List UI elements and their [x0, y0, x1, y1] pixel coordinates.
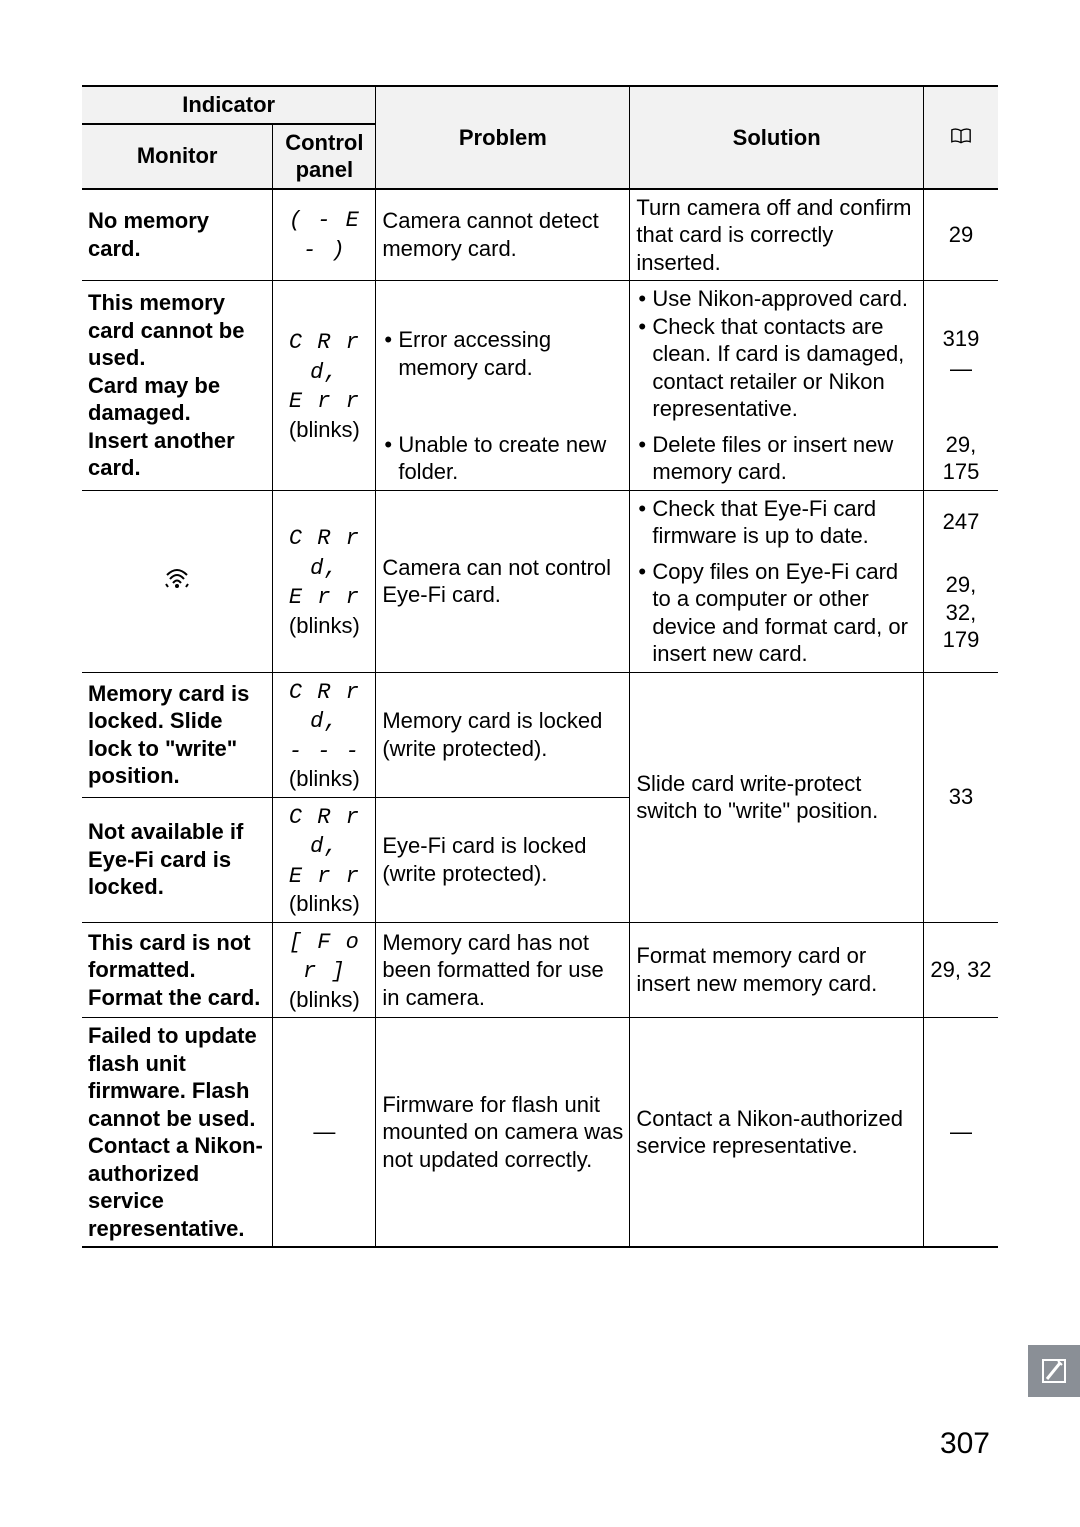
header-problem: Problem: [376, 86, 630, 189]
solution-cell: Slide card write-protect switch to "writ…: [630, 672, 924, 922]
header-monitor: Monitor: [82, 124, 273, 189]
page-cell: —: [923, 1018, 998, 1248]
header-page-icon: [923, 86, 998, 189]
table-row: This card is not formatted. Format the c…: [82, 922, 998, 1018]
control-cell: C R r d, E r r (blinks): [273, 797, 376, 922]
problem-cell: Camera can not control Eye-Fi card.: [376, 490, 630, 672]
header-solution: Solution: [630, 86, 924, 189]
problem-cell: Eye-Fi card is locked (write protected).: [376, 797, 630, 922]
solution-cell: Turn camera off and confirm that card is…: [630, 189, 924, 281]
monitor-cell: No memory card.: [82, 189, 273, 281]
header-control-l2: panel: [296, 157, 353, 182]
control-cell: [ F o r ] (blinks): [273, 922, 376, 1018]
page-cell: 29: [923, 189, 998, 281]
page-number: 307: [940, 1427, 990, 1461]
page-cell: 29, 32, 179: [923, 554, 998, 673]
problem-cell: Memory card has not been formatted for u…: [376, 922, 630, 1018]
problem-cell: Firmware for flash unit mounted on camer…: [376, 1018, 630, 1248]
table-row: No memory card. ( - E - ) Camera cannot …: [82, 189, 998, 281]
solution-cell: Format memory card or insert new memory …: [630, 922, 924, 1018]
table-row: C R r d, E r r (blinks) Camera can not c…: [82, 490, 998, 554]
problem-cell: Unable to create new folder.: [376, 427, 630, 491]
control-cell: —: [273, 1018, 376, 1248]
header-control-panel: Control panel: [273, 124, 376, 189]
solution-cell: Check that Eye-Fi card firmware is up to…: [630, 490, 924, 554]
solution-cell: Copy files on Eye-Fi card to a computer …: [630, 554, 924, 673]
monitor-cell: Failed to update flash unit firmware. Fl…: [82, 1018, 273, 1248]
table-row: This memory card cannot be used. Card ma…: [82, 281, 998, 427]
monitor-cell: Not available if Eye-Fi card is locked.: [82, 797, 273, 922]
header-control-l1: Control: [285, 130, 363, 155]
monitor-cell: This memory card cannot be used. Card ma…: [82, 281, 273, 491]
problem-cell: Error accessing memory card.: [376, 281, 630, 427]
note-icon: [1040, 1357, 1068, 1385]
book-icon: [950, 124, 972, 140]
control-cell: C R r d, - - - (blinks): [273, 672, 376, 797]
problem-cell: Camera cannot detect memory card.: [376, 189, 630, 281]
control-cell: C R r d, E r r (blinks): [273, 490, 376, 672]
problem-cell: Memory card is locked (write protected).: [376, 672, 630, 797]
table-row: Memory card is locked. Slide lock to "wr…: [82, 672, 998, 797]
solution-cell: Use Nikon-approved card. Check that cont…: [630, 281, 924, 427]
monitor-cell: [82, 490, 273, 672]
error-table: Indicator Problem Solution Monitor Contr…: [82, 85, 998, 1248]
page-cell: 29, 175: [923, 427, 998, 491]
section-tab: [1028, 1345, 1080, 1397]
monitor-cell: Memory card is locked. Slide lock to "wr…: [82, 672, 273, 797]
page-cell: 33: [923, 672, 998, 922]
solution-cell: Contact a Nikon-authorized service repre…: [630, 1018, 924, 1248]
page-cell: 29, 32: [923, 922, 998, 1018]
solution-cell: Delete files or insert new memory card.: [630, 427, 924, 491]
eyefi-icon: [164, 567, 190, 589]
header-indicator: Indicator: [82, 86, 376, 124]
table-row: Failed to update flash unit firmware. Fl…: [82, 1018, 998, 1248]
page-cell: 319 —: [923, 281, 998, 427]
monitor-cell: This card is not formatted. Format the c…: [82, 922, 273, 1018]
control-cell: C R r d, E r r (blinks): [273, 281, 376, 491]
control-cell: ( - E - ): [273, 189, 376, 281]
page-cell: 247: [923, 490, 998, 554]
